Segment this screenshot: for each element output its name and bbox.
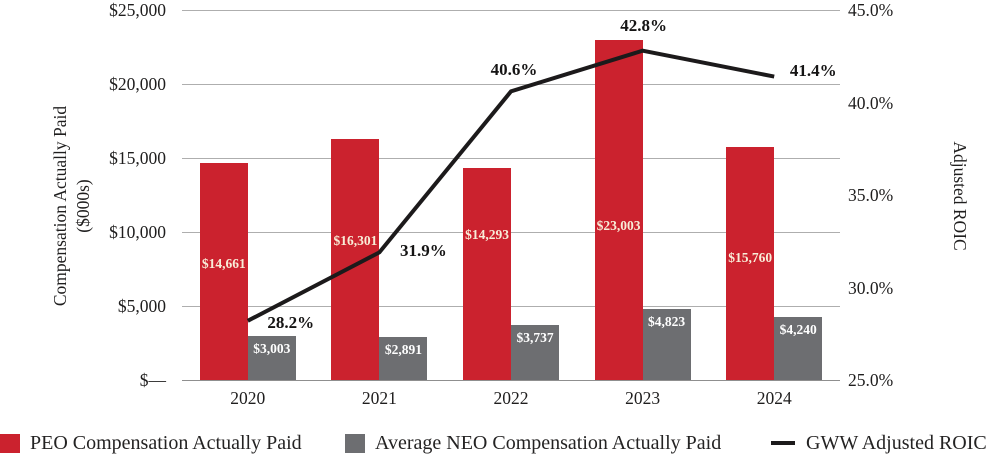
right-axis-title: Adjusted ROIC <box>950 141 970 251</box>
legend-item-neo: Average NEO Compensation Actually Paid <box>345 431 721 455</box>
legend-line-swatch-roic <box>771 441 795 445</box>
roic-value-label-2022: 40.6% <box>490 60 538 80</box>
legend-label-peo: PEO Compensation Actually Paid <box>30 432 302 454</box>
bar-value-label-neo-2024: $4,240 <box>779 322 817 338</box>
bar-value-label-peo-2024: $15,760 <box>728 250 773 265</box>
x-axis-label-2020: 2020 <box>230 388 266 408</box>
bar-value-label-neo-2023: $4,823 <box>648 313 686 329</box>
bar-neo-2021 <box>379 337 428 380</box>
bar-value-label-peo-2021: $16,301 <box>333 233 378 248</box>
legend-item-peo: PEO Compensation Actually Paid <box>0 431 302 455</box>
bar-peo-2023 <box>594 39 643 380</box>
right-axis-tick-label: 25.0% <box>848 370 894 390</box>
legend-label-neo: Average NEO Compensation Actually Paid <box>375 432 722 454</box>
bar-value-label-peo-2022: $14,293 <box>465 227 509 242</box>
roic-line <box>246 48 775 323</box>
x-axis-line <box>182 380 840 381</box>
bar-peo-2020 <box>199 163 248 380</box>
left-axis-tick-label: $25,000 <box>109 0 166 20</box>
bar-peo-2021 <box>331 138 380 380</box>
x-axis-label-2022: 2022 <box>493 388 529 408</box>
x-axis-label-2024: 2024 <box>756 388 792 408</box>
right-axis-tick-label: 30.0% <box>848 277 894 298</box>
left-axis-tick-label: $15,000 <box>109 148 166 168</box>
bar-neo-2022 <box>511 324 559 380</box>
right-axis-tick-label: 45.0% <box>848 0 894 20</box>
legend-item-roic: GWW Adjusted ROIC <box>771 431 987 455</box>
bar-value-label-peo-2020: $14,661 <box>201 256 246 271</box>
roic-value-label-2024: 41.4% <box>789 60 837 80</box>
left-axis-tick-label: $10,000 <box>109 222 166 242</box>
right-axis-tick-label: 35.0% <box>848 185 894 205</box>
gridline <box>182 10 840 11</box>
legend-swatch-peo <box>0 433 20 453</box>
right-axis-tick-label: 40.0% <box>848 92 894 113</box>
bar-value-label-neo-2020: $3,003 <box>253 340 291 356</box>
bar-value-label-neo-2021: $2,891 <box>384 342 422 358</box>
left-axis-tick-label: $5,000 <box>117 296 166 316</box>
roic-value-label-2020: 28.2% <box>267 312 315 332</box>
bar-value-label-peo-2023: $23,003 <box>596 218 641 233</box>
left-axis-tick-label: $— <box>139 370 166 390</box>
bar-neo-2024 <box>774 317 823 380</box>
left-axis-tick-label: $20,000 <box>109 74 166 94</box>
legend-label-roic: GWW Adjusted ROIC <box>806 432 987 454</box>
gridline <box>182 84 840 85</box>
x-axis-label-2021: 2021 <box>361 388 397 408</box>
roic-value-label-2023: 42.8% <box>620 15 667 35</box>
legend-swatch-neo <box>345 433 365 453</box>
bar-peo-2022 <box>463 168 511 380</box>
bar-value-label-neo-2022: $3,737 <box>516 329 554 345</box>
roic-value-label-2021: 31.9% <box>400 241 447 261</box>
x-axis-label-2023: 2023 <box>625 388 661 408</box>
bar-neo-2020 <box>247 335 296 380</box>
